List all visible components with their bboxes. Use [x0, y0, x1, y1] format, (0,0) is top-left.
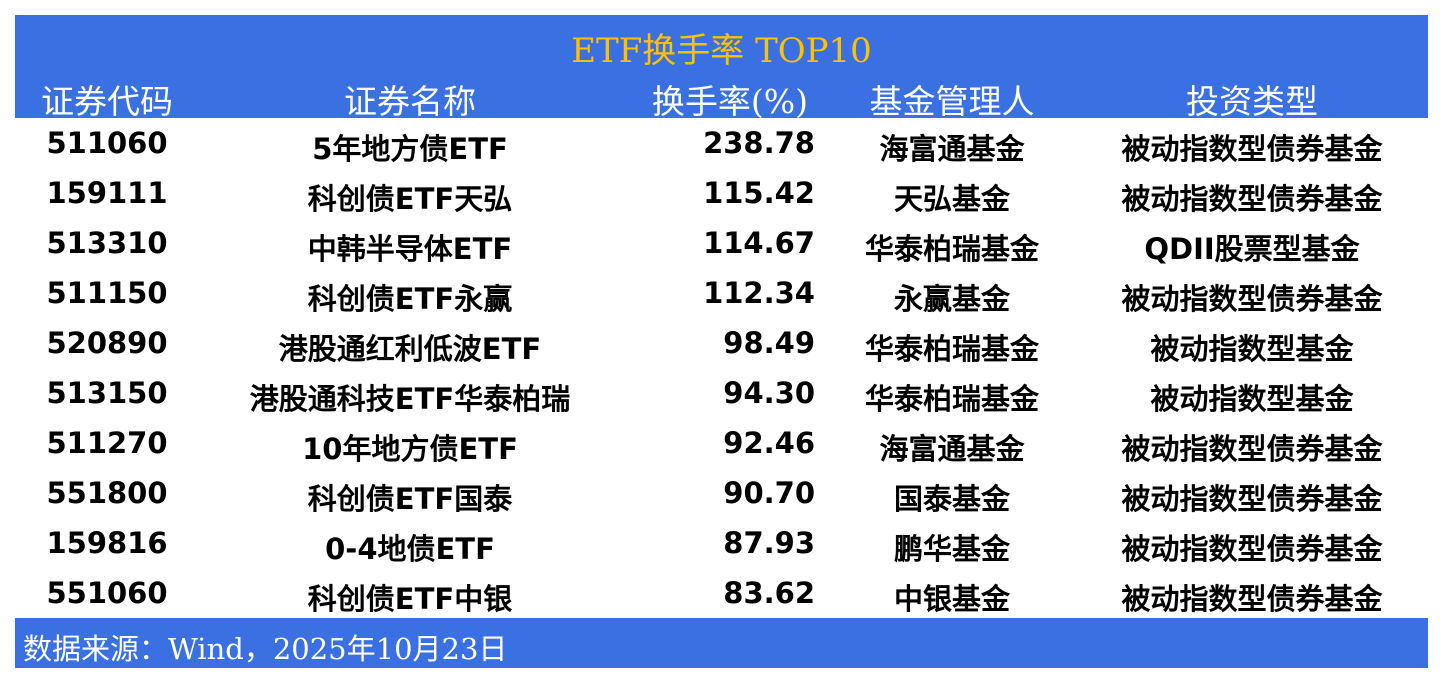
cell-name: 0-4地债ETF — [325, 532, 495, 566]
table-row: 551060 科创债ETF中银 83.62 中银基金 被动指数型债券基金 — [0, 570, 1444, 620]
cell-code: 513150 — [46, 376, 168, 410]
table-title: ETF换手率 TOP10 — [571, 31, 872, 71]
cell-name: 科创债ETF天弘 — [307, 182, 513, 216]
cell-name: 科创债ETF中银 — [307, 582, 513, 616]
cell-manager: 华泰柏瑞基金 — [864, 332, 1040, 366]
cell-manager: 天弘基金 — [893, 182, 1011, 216]
cell-manager: 华泰柏瑞基金 — [864, 382, 1040, 416]
cell-turnover: 87.93 — [723, 526, 815, 560]
cell-code: 511270 — [46, 426, 168, 460]
cell-type: 被动指数型债券基金 — [1121, 432, 1383, 466]
cell-type: 被动指数型基金 — [1150, 332, 1354, 366]
header-manager: 基金管理人 — [869, 82, 1035, 121]
cell-code: 551800 — [46, 476, 168, 510]
table-row: 520890 港股通红利低波ETF 98.49 华泰柏瑞基金 被动指数型基金 — [0, 320, 1444, 370]
cell-code: 159111 — [46, 176, 168, 210]
cell-type: 被动指数型基金 — [1150, 382, 1354, 416]
cell-name: 中韩半导体ETF — [307, 232, 513, 266]
header-name: 证券名称 — [344, 82, 476, 121]
cell-name: 科创债ETF永赢 — [307, 282, 513, 316]
cell-code: 159816 — [46, 526, 168, 560]
cell-code: 551060 — [46, 576, 168, 610]
cell-name: 10年地方债ETF — [302, 432, 518, 466]
cell-name: 港股通科技ETF华泰柏瑞 — [249, 382, 571, 416]
cell-turnover: 90.70 — [723, 476, 815, 510]
cell-manager: 海富通基金 — [879, 432, 1025, 466]
cell-turnover: 83.62 — [723, 576, 815, 610]
header-band: ETF换手率 TOP10 — [15, 15, 1428, 118]
header-code: 证券代码 — [41, 82, 173, 121]
cell-manager: 华泰柏瑞基金 — [864, 232, 1040, 266]
table-row: 159816 0-4地债ETF 87.93 鹏华基金 被动指数型债券基金 — [0, 520, 1444, 570]
header-type: 投资类型 — [1186, 82, 1318, 121]
cell-turnover: 92.46 — [723, 426, 815, 460]
cell-type: 被动指数型债券基金 — [1121, 132, 1383, 166]
cell-manager: 海富通基金 — [879, 132, 1025, 166]
cell-manager: 国泰基金 — [893, 482, 1011, 516]
cell-manager: 鹏华基金 — [893, 532, 1011, 566]
cell-type: QDII股票型基金 — [1144, 232, 1360, 266]
cell-code: 511060 — [46, 126, 168, 160]
table-row: 513310 中韩半导体ETF 114.67 华泰柏瑞基金 QDII股票型基金 — [0, 220, 1444, 270]
table-row: 159111 科创债ETF天弘 115.42 天弘基金 被动指数型债券基金 — [0, 170, 1444, 220]
cell-turnover: 94.30 — [723, 376, 815, 410]
cell-type: 被动指数型债券基金 — [1121, 282, 1383, 316]
cell-type: 被动指数型债券基金 — [1121, 582, 1383, 616]
cell-turnover: 238.78 — [703, 126, 815, 160]
cell-type: 被动指数型债券基金 — [1121, 482, 1383, 516]
footer-band: 数据来源：Wind，2025年10月23日 — [15, 618, 1428, 668]
cell-code: 513310 — [46, 226, 168, 260]
table-row: 511060 5年地方债ETF 238.78 海富通基金 被动指数型债券基金 — [0, 120, 1444, 170]
table-row: 513150 港股通科技ETF华泰柏瑞 94.30 华泰柏瑞基金 被动指数型基金 — [0, 370, 1444, 420]
cell-name: 科创债ETF国泰 — [307, 482, 513, 516]
cell-type: 被动指数型债券基金 — [1121, 182, 1383, 216]
cell-name: 5年地方债ETF — [312, 132, 508, 166]
cell-manager: 中银基金 — [893, 582, 1011, 616]
data-source: 数据来源：Wind，2025年10月23日 — [23, 632, 508, 666]
table-row: 511270 10年地方债ETF 92.46 海富通基金 被动指数型债券基金 — [0, 420, 1444, 470]
cell-name: 港股通红利低波ETF — [278, 332, 542, 366]
table-row: 551800 科创债ETF国泰 90.70 国泰基金 被动指数型债券基金 — [0, 470, 1444, 520]
cell-code: 520890 — [46, 326, 168, 360]
table-row: 511150 科创债ETF永赢 112.34 永赢基金 被动指数型债券基金 — [0, 270, 1444, 320]
cell-turnover: 115.42 — [703, 176, 815, 210]
cell-turnover: 114.67 — [703, 226, 815, 260]
cell-manager: 永赢基金 — [893, 282, 1011, 316]
header-turnover: 换手率(%) — [651, 82, 808, 121]
cell-turnover: 98.49 — [723, 326, 815, 360]
cell-turnover: 112.34 — [703, 276, 815, 310]
cell-type: 被动指数型债券基金 — [1121, 532, 1383, 566]
cell-code: 511150 — [46, 276, 168, 310]
